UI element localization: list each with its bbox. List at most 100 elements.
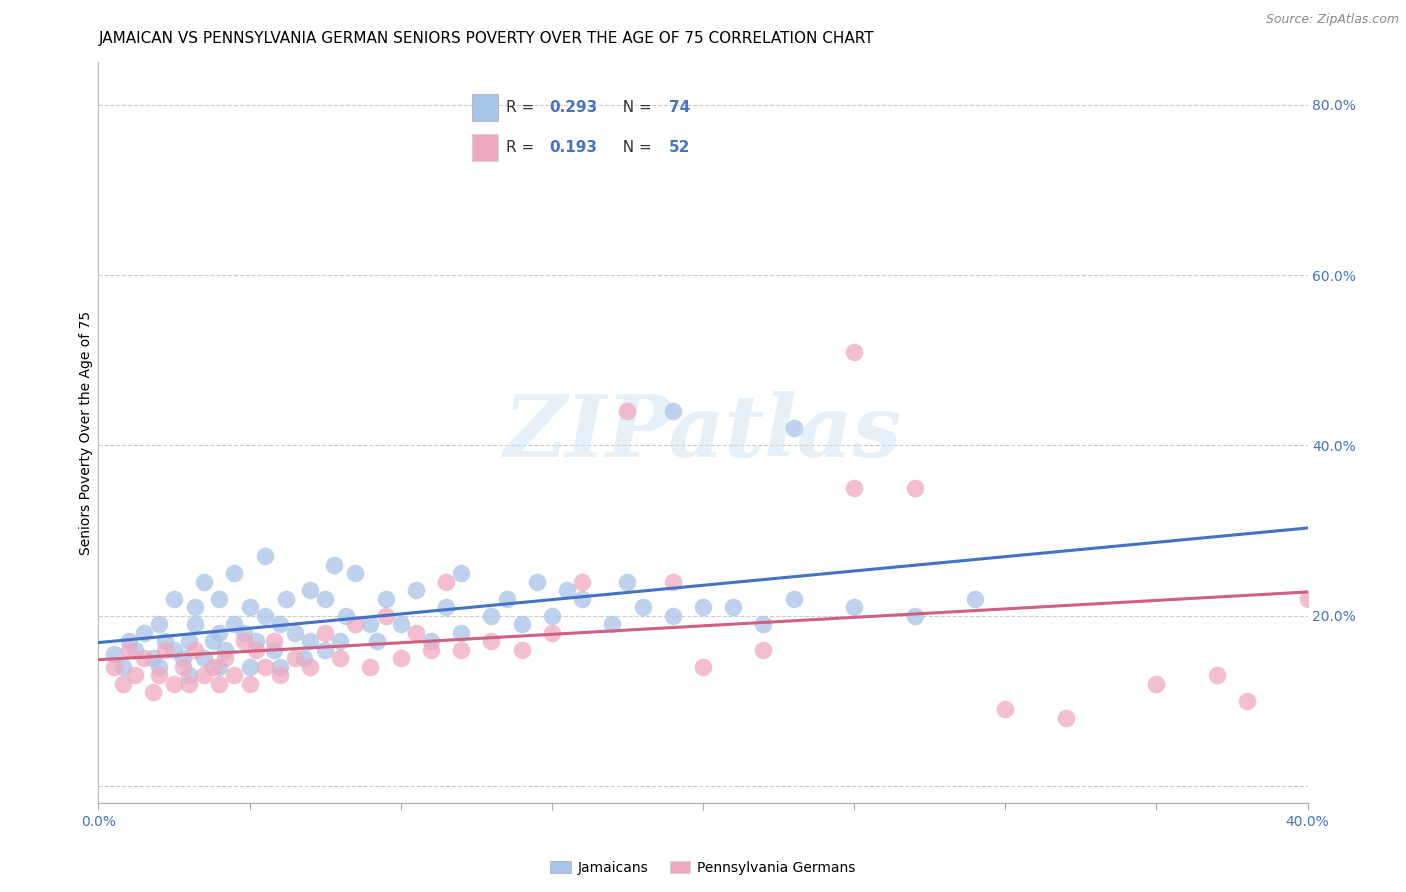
Point xyxy=(360,617,382,632)
Point xyxy=(263,642,285,657)
Point xyxy=(314,625,336,640)
Point xyxy=(172,659,194,673)
Point xyxy=(1206,668,1229,682)
Point xyxy=(224,617,246,632)
Point xyxy=(208,659,231,673)
Point xyxy=(103,659,125,673)
Point xyxy=(481,608,503,623)
Point xyxy=(752,642,775,657)
Point xyxy=(263,634,285,648)
Point xyxy=(299,582,322,597)
Point xyxy=(193,651,215,665)
Text: Source: ZipAtlas.com: Source: ZipAtlas.com xyxy=(1265,13,1399,27)
Text: JAMAICAN VS PENNSYLVANIA GERMAN SENIORS POVERTY OVER THE AGE OF 75 CORRELATION C: JAMAICAN VS PENNSYLVANIA GERMAN SENIORS … xyxy=(98,31,875,46)
Point xyxy=(202,659,225,673)
Point xyxy=(245,642,267,657)
Point xyxy=(783,421,806,435)
Point xyxy=(723,600,745,615)
Point xyxy=(540,608,562,623)
Point xyxy=(450,625,472,640)
Point xyxy=(153,642,176,657)
Point xyxy=(329,651,352,665)
Point xyxy=(132,651,155,665)
Point xyxy=(124,642,146,657)
Point xyxy=(179,634,201,648)
Point xyxy=(526,574,548,589)
Point xyxy=(904,608,927,623)
Point xyxy=(844,600,866,615)
Point xyxy=(434,600,457,615)
Point xyxy=(389,617,412,632)
Point xyxy=(420,642,443,657)
Point xyxy=(163,642,186,657)
Point xyxy=(193,668,215,682)
Point xyxy=(374,591,396,606)
Point xyxy=(232,634,254,648)
Point xyxy=(344,617,367,632)
Point xyxy=(616,404,638,418)
Point xyxy=(142,651,165,665)
Point xyxy=(904,481,927,495)
Point xyxy=(495,591,517,606)
Point xyxy=(314,642,336,657)
Point xyxy=(118,642,141,657)
Point xyxy=(253,659,276,673)
Point xyxy=(179,668,201,682)
Text: ZIPatlas: ZIPatlas xyxy=(503,391,903,475)
Point xyxy=(299,659,322,673)
Point xyxy=(163,591,186,606)
Point xyxy=(571,574,593,589)
Point xyxy=(208,591,231,606)
Point xyxy=(360,659,382,673)
Point xyxy=(239,676,262,690)
Point xyxy=(142,685,165,699)
Point xyxy=(844,481,866,495)
Point xyxy=(172,651,194,665)
Point xyxy=(783,591,806,606)
Point xyxy=(193,574,215,589)
Point xyxy=(179,676,201,690)
Point xyxy=(661,574,683,589)
Point xyxy=(111,676,134,690)
Point xyxy=(1144,676,1167,690)
Point xyxy=(571,591,593,606)
Point xyxy=(405,625,427,640)
Point xyxy=(692,659,714,673)
Point xyxy=(374,608,396,623)
Point xyxy=(314,591,336,606)
Point xyxy=(184,617,207,632)
Point xyxy=(284,625,307,640)
Point xyxy=(329,634,352,648)
Point xyxy=(253,608,276,623)
Point xyxy=(184,600,207,615)
Point xyxy=(208,676,231,690)
Point xyxy=(163,676,186,690)
Point xyxy=(299,634,322,648)
Point xyxy=(239,600,262,615)
Point xyxy=(284,651,307,665)
Point xyxy=(692,600,714,615)
Point xyxy=(602,617,624,632)
Point xyxy=(631,600,654,615)
Point xyxy=(510,642,533,657)
Point xyxy=(232,625,254,640)
Point xyxy=(224,668,246,682)
Point xyxy=(148,659,170,673)
Point xyxy=(366,634,388,648)
Point xyxy=(450,642,472,657)
Point xyxy=(269,659,291,673)
Point xyxy=(153,634,176,648)
Point xyxy=(510,617,533,632)
Point xyxy=(405,582,427,597)
Point xyxy=(965,591,987,606)
Point xyxy=(844,344,866,359)
Point xyxy=(132,625,155,640)
Point xyxy=(224,566,246,580)
Point xyxy=(661,404,683,418)
Y-axis label: Seniors Poverty Over the Age of 75: Seniors Poverty Over the Age of 75 xyxy=(79,310,93,555)
Point xyxy=(214,651,236,665)
Point xyxy=(994,702,1017,716)
Point xyxy=(253,549,276,563)
Point xyxy=(274,591,297,606)
Point xyxy=(661,608,683,623)
